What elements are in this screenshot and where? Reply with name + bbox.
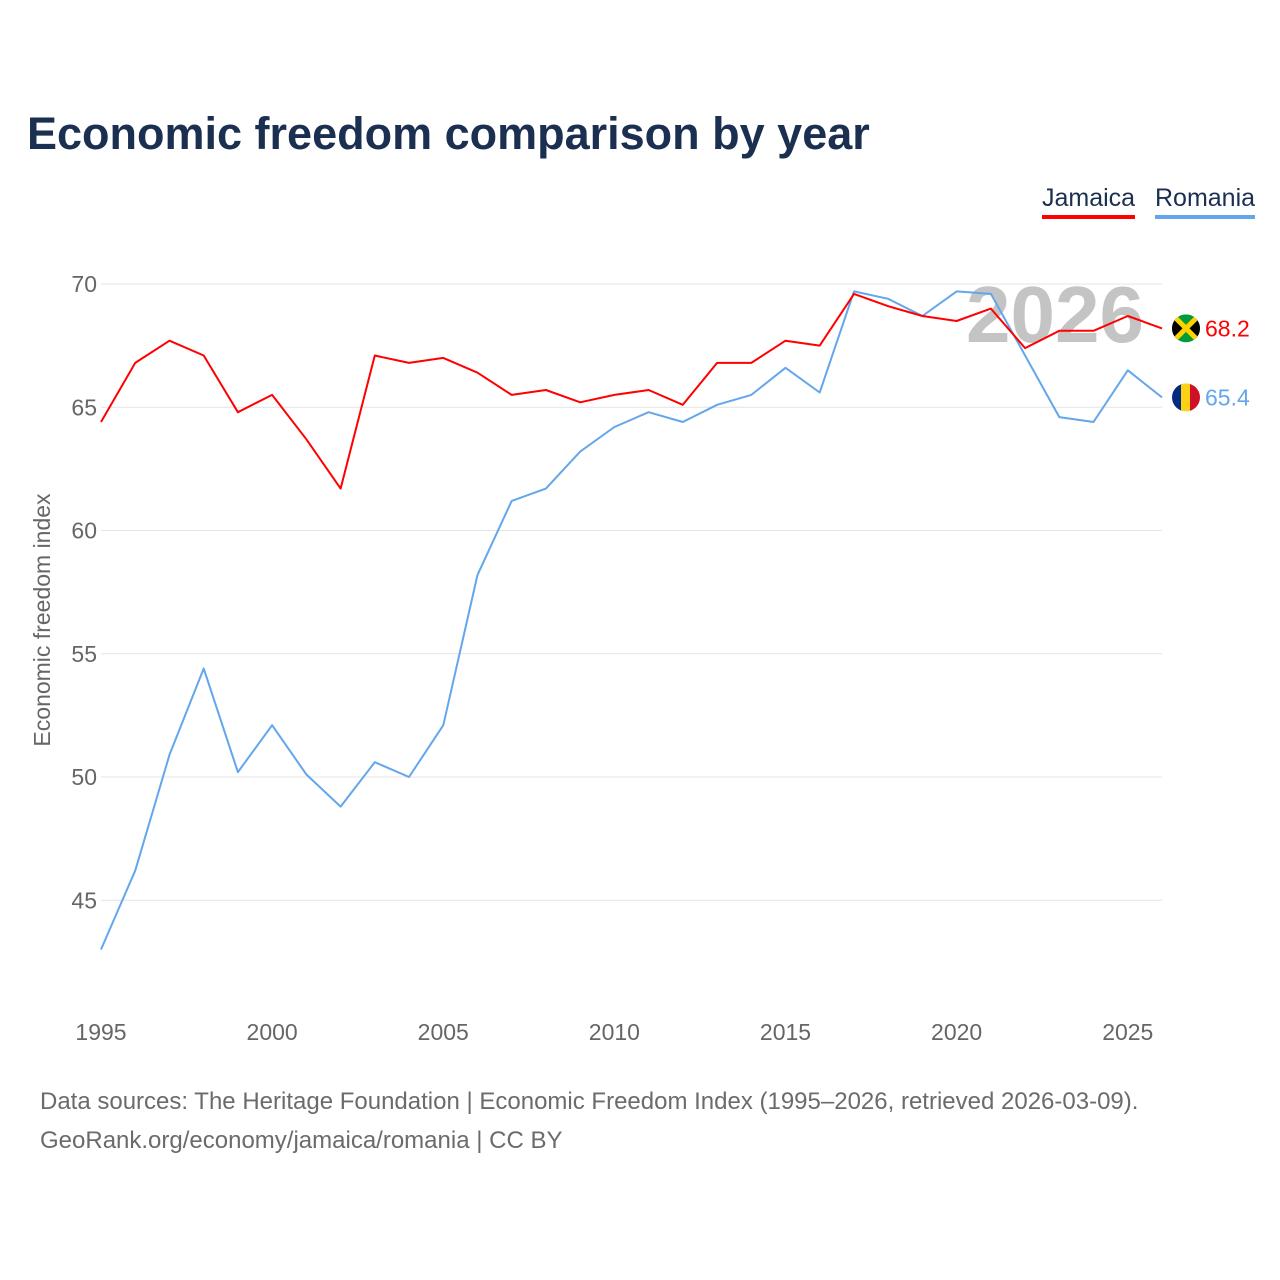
y-axis-label: Economic freedom index	[29, 493, 55, 747]
y-tick-label: 45	[71, 887, 97, 913]
x-tick-label: 2000	[247, 1019, 298, 1045]
x-tick-label: 1995	[75, 1019, 126, 1045]
y-tick-label: 70	[71, 271, 97, 297]
y-tick-label: 55	[71, 641, 97, 667]
x-tick-label: 2025	[1102, 1019, 1153, 1045]
source-text: Data sources: The Heritage Foundation | …	[40, 1088, 1139, 1115]
source-url: GeoRank.org/economy/jamaica/romania | CC…	[40, 1127, 563, 1154]
end-label-jamaica: 68.2	[1205, 315, 1250, 341]
x-tick-label: 2005	[418, 1019, 469, 1045]
year-watermark: 2026	[966, 270, 1144, 359]
x-tick-label: 2010	[589, 1019, 640, 1045]
legend-romania[interactable]: Romania	[1155, 184, 1256, 219]
x-tick-label: 2015	[760, 1019, 811, 1045]
y-tick-label: 50	[71, 764, 97, 790]
series-line-jamaica	[100, 292, 1163, 490]
jamaica-flag-icon	[1172, 314, 1200, 343]
romania-flag-icon	[1172, 383, 1200, 412]
chart-title: Economic freedom comparison by year	[27, 108, 870, 159]
series-line-romania	[100, 290, 1163, 950]
y-tick-label: 65	[71, 394, 97, 420]
end-label-romania: 65.4	[1205, 384, 1250, 410]
legend-jamaica[interactable]: Jamaica	[1042, 184, 1136, 219]
x-tick-label: 2020	[931, 1019, 982, 1045]
y-tick-label: 60	[71, 518, 97, 544]
